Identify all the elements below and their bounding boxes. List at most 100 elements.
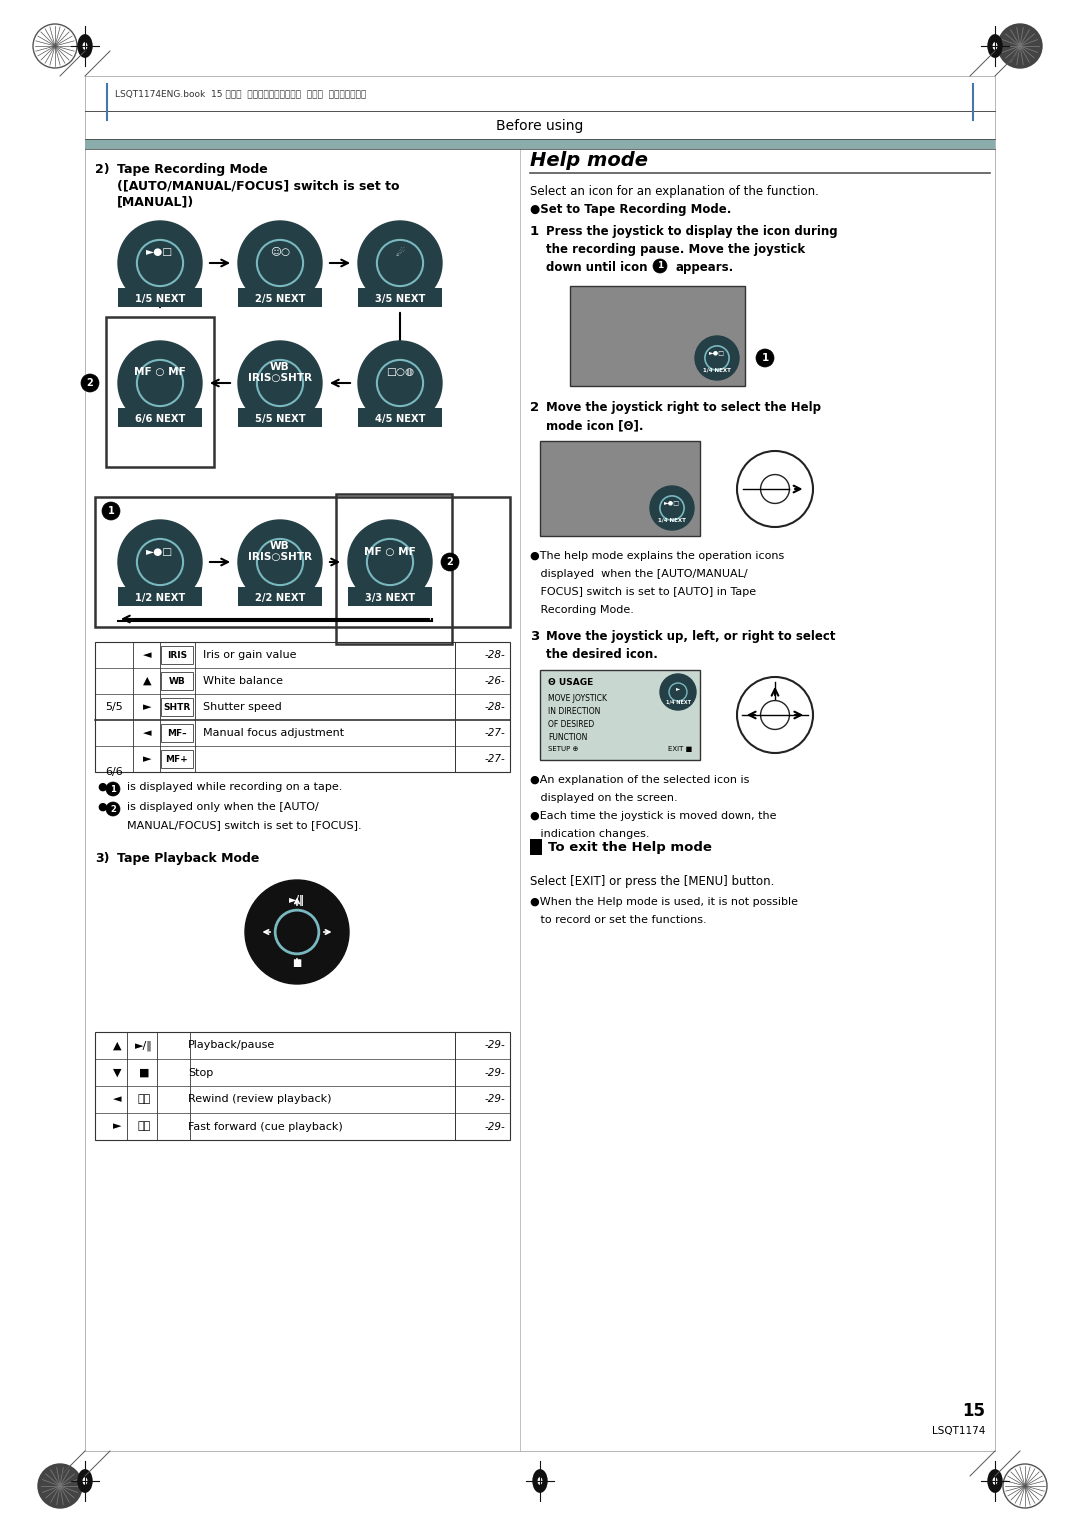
Text: ●: ● <box>97 781 107 792</box>
Bar <box>118 288 202 307</box>
Text: 3/3 NEXT: 3/3 NEXT <box>365 594 415 603</box>
Text: Tape Recording Mode: Tape Recording Mode <box>117 163 268 175</box>
Bar <box>540 670 700 760</box>
Circle shape <box>756 349 774 366</box>
Text: Help mode: Help mode <box>530 151 648 169</box>
Text: WB: WB <box>168 676 186 685</box>
Text: ►: ► <box>143 754 151 765</box>
Text: ☄: ☄ <box>395 247 405 258</box>
Text: -27-: -27- <box>484 754 505 765</box>
Bar <box>357 407 442 427</box>
Text: Move the joystick right to select the Help: Move the joystick right to select the He… <box>546 401 821 414</box>
Text: ▲: ▲ <box>112 1041 121 1050</box>
Ellipse shape <box>993 43 998 50</box>
Text: LSQT1174ENG.book  15 ページ  ２００７年１月２９日  月曜日  午後１時２８分: LSQT1174ENG.book 15 ページ ２００７年１月２９日 月曜日 午… <box>114 90 366 99</box>
Text: 6/6 NEXT: 6/6 NEXT <box>135 415 185 424</box>
Text: ◄: ◄ <box>112 1094 121 1105</box>
Text: ►: ► <box>112 1122 121 1131</box>
Circle shape <box>441 552 459 571</box>
Circle shape <box>106 781 120 797</box>
Text: -29-: -29- <box>484 1122 505 1131</box>
Ellipse shape <box>82 43 87 50</box>
Text: ►: ► <box>676 687 680 691</box>
Circle shape <box>650 485 694 530</box>
Circle shape <box>696 336 739 380</box>
Text: ■: ■ <box>138 1068 149 1077</box>
Text: ►/‖: ►/‖ <box>135 1041 153 1051</box>
Text: ●The help mode explains the operation icons: ●The help mode explains the operation ic… <box>530 551 784 562</box>
Text: MOVE JOYSTICK: MOVE JOYSTICK <box>548 694 607 703</box>
Text: WB
IRIS○SHTR: WB IRIS○SHTR <box>248 362 312 383</box>
Ellipse shape <box>538 1477 542 1485</box>
Text: 2): 2) <box>95 163 110 175</box>
Text: 1: 1 <box>761 353 769 363</box>
Ellipse shape <box>82 1477 87 1485</box>
Circle shape <box>998 24 1042 69</box>
Text: ⏩⏩: ⏩⏩ <box>137 1122 150 1131</box>
Text: ●: ● <box>97 803 107 812</box>
Text: [MANUAL]): [MANUAL]) <box>117 195 194 208</box>
Bar <box>348 588 432 606</box>
Text: ►●□: ►●□ <box>708 351 725 356</box>
Text: 1/4 NEXT: 1/4 NEXT <box>658 517 686 522</box>
Text: Select an icon for an explanation of the function.: Select an icon for an explanation of the… <box>530 185 819 198</box>
Bar <box>85 139 995 150</box>
Text: -27-: -27- <box>484 728 505 739</box>
Text: IN DIRECTION: IN DIRECTION <box>548 707 600 716</box>
Text: ●When the Help mode is used, it is not possible: ●When the Help mode is used, it is not p… <box>530 897 798 906</box>
Bar <box>238 288 322 307</box>
Bar <box>95 642 510 772</box>
Text: 1/5 NEXT: 1/5 NEXT <box>135 295 185 304</box>
Circle shape <box>245 881 349 984</box>
Text: SHTR: SHTR <box>163 702 191 711</box>
Text: MANUAL/FOCUS] switch is set to [FOCUS].: MANUAL/FOCUS] switch is set to [FOCUS]. <box>127 819 362 830</box>
Text: 6/6: 6/6 <box>105 768 123 777</box>
Text: ►●□: ►●□ <box>147 247 174 258</box>
Text: displayed on the screen.: displayed on the screen. <box>530 794 677 803</box>
Circle shape <box>238 221 322 305</box>
Text: 1/2 NEXT: 1/2 NEXT <box>135 594 185 603</box>
Circle shape <box>357 340 442 426</box>
Bar <box>118 407 202 427</box>
Text: ●Each time the joystick is moved down, the: ●Each time the joystick is moved down, t… <box>530 810 777 821</box>
Text: LSQT1174: LSQT1174 <box>932 1425 985 1436</box>
Text: 2: 2 <box>86 378 93 388</box>
Text: displayed  when the [AUTO/MANUAL/: displayed when the [AUTO/MANUAL/ <box>530 569 747 578</box>
Bar <box>85 76 995 1451</box>
Text: MF ○ MF: MF ○ MF <box>364 546 416 557</box>
Ellipse shape <box>987 34 1002 58</box>
Text: Press the joystick to display the icon during: Press the joystick to display the icon d… <box>546 224 838 238</box>
Text: to record or set the functions.: to record or set the functions. <box>530 916 706 925</box>
Bar <box>540 441 700 536</box>
Text: 5/5 NEXT: 5/5 NEXT <box>255 415 306 424</box>
Text: Fast forward (cue playback): Fast forward (cue playback) <box>188 1122 342 1131</box>
Text: Iris or gain value: Iris or gain value <box>203 650 297 661</box>
Circle shape <box>106 803 120 816</box>
Text: ●An explanation of the selected icon is: ●An explanation of the selected icon is <box>530 775 750 784</box>
Text: MF–: MF– <box>167 728 187 737</box>
Text: Move the joystick up, left, or right to select: Move the joystick up, left, or right to … <box>546 630 836 642</box>
Ellipse shape <box>78 1470 93 1492</box>
Text: -29-: -29- <box>484 1094 505 1105</box>
Text: -28-: -28- <box>484 650 505 661</box>
Text: ►/‖: ►/‖ <box>289 896 305 906</box>
Text: □○◍: □○◍ <box>386 368 414 377</box>
Ellipse shape <box>987 1470 1002 1492</box>
Bar <box>238 407 322 427</box>
Text: MF+: MF+ <box>165 754 188 763</box>
Text: 15: 15 <box>962 1402 985 1421</box>
Text: ([AUTO/MANUAL/FOCUS] switch is set to: ([AUTO/MANUAL/FOCUS] switch is set to <box>117 179 400 192</box>
Text: -26-: -26- <box>484 676 505 687</box>
Text: ■: ■ <box>293 958 301 967</box>
Text: is displayed while recording on a tape.: is displayed while recording on a tape. <box>127 781 342 792</box>
Text: Θ USAGE: Θ USAGE <box>548 678 593 687</box>
Circle shape <box>357 221 442 305</box>
Circle shape <box>118 221 202 305</box>
Text: OF DESIRED: OF DESIRED <box>548 720 594 729</box>
Circle shape <box>38 1463 82 1508</box>
Text: 1/4 NEXT: 1/4 NEXT <box>703 368 731 372</box>
Ellipse shape <box>993 1477 998 1485</box>
Text: 2/2 NEXT: 2/2 NEXT <box>255 594 306 603</box>
Text: down until icon: down until icon <box>546 261 648 275</box>
Circle shape <box>348 520 432 604</box>
